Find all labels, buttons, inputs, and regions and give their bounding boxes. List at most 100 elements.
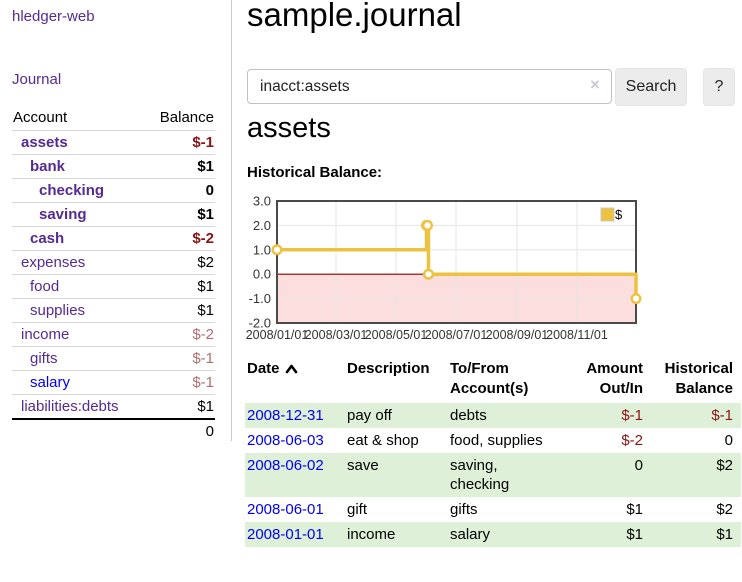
account-row: food $1 (12, 274, 215, 299)
transaction-balance: $2 (645, 453, 741, 497)
account-row: bank $1 (12, 154, 215, 179)
help-button[interactable]: ? (703, 68, 735, 106)
sidebar-account-link[interactable]: food (30, 278, 60, 295)
sidebar-account-link[interactable]: salary (30, 374, 71, 391)
chevron-up-icon (285, 364, 297, 374)
account-row: liabilities:debts $1 (12, 394, 215, 420)
account-balance: $2 (197, 254, 214, 271)
page-title: sample.journal (247, 0, 462, 33)
svg-text:2008/03/01: 2008/03/01 (305, 328, 368, 342)
svg-text:2008/07/01: 2008/07/01 (425, 328, 488, 342)
register-header-amount: Amount Out/In (586, 360, 643, 397)
transaction-description: save (345, 453, 448, 497)
search-button[interactable]: Search (615, 68, 687, 106)
svg-text:-1.0: -1.0 (249, 291, 271, 306)
transaction-amount: $-2 (621, 432, 643, 449)
register-row: 2008-01-01 income salary $1 $1 (245, 522, 741, 547)
svg-text:2008/09/01: 2008/09/01 (486, 328, 549, 342)
account-balance: $1 (197, 398, 214, 415)
transaction-date-link[interactable]: 2008-06-01 (247, 501, 324, 518)
account-balance: $-2 (192, 230, 214, 247)
svg-text:3.0: 3.0 (253, 196, 271, 209)
sidebar-account-link[interactable]: assets (21, 134, 68, 151)
transaction-balance: $2 (716, 501, 733, 518)
svg-text:0.0: 0.0 (253, 267, 271, 282)
account-balance: 0 (205, 182, 214, 199)
sidebar-account-link[interactable]: liabilities:debts (21, 398, 119, 415)
historical-balance-chart: 3.0 2.0 1.0 0.0 -1.0 -2.02008/01/012008/03/01… (246, 196, 642, 342)
accounts-total-value: 0 (205, 423, 214, 440)
register-header-date[interactable]: Date (245, 357, 345, 403)
sidebar-account-link[interactable]: bank (30, 158, 66, 175)
register-table: Date Description To/From Account(s) Amou… (245, 357, 741, 547)
account-row: supplies $1 (12, 298, 215, 323)
account-row: gifts $-1 (12, 346, 215, 371)
sidebar-item-journal[interactable]: Journal (12, 71, 62, 88)
register-header-balance: Historical Balance (664, 360, 733, 397)
svg-text:$: $ (615, 207, 623, 222)
svg-text:2.0: 2.0 (253, 218, 271, 233)
sidebar-account-link[interactable]: supplies (30, 302, 86, 319)
sidebar-account-link[interactable]: saving (39, 206, 87, 223)
svg-text:2008/11/01: 2008/11/01 (546, 328, 608, 342)
transaction-date-link[interactable]: 2008-06-02 (247, 457, 324, 474)
account-row: cash $-2 (12, 226, 215, 251)
account-balance: $1 (197, 302, 214, 319)
account-row: expenses $2 (12, 250, 215, 275)
register-row: 2008-12-31 pay off debts $-1 $-1 (245, 403, 741, 428)
transaction-date-link[interactable]: 2008-12-31 (247, 407, 324, 424)
register-row: 2008-06-03 eat & shop food, supplies $-2 0 (245, 428, 741, 453)
sidebar-account-link[interactable]: income (21, 326, 70, 343)
sidebar-divider (231, 0, 232, 441)
account-balance: $-1 (192, 134, 214, 151)
transaction-balance: $1 (645, 522, 741, 547)
transaction-accounts: food, supplies (450, 432, 543, 449)
register-header-row: Date Description To/From Account(s) Amou… (245, 357, 741, 403)
transaction-description: gift (347, 501, 368, 518)
account-balance: $-2 (192, 326, 214, 343)
account-row: assets $-1 (12, 130, 215, 155)
search-input[interactable] (247, 69, 612, 104)
transaction-amount: $-1 (565, 403, 645, 428)
svg-text:2008/01/01: 2008/01/01 (246, 328, 309, 342)
accounts-total-row: 0 (12, 419, 215, 443)
register-header-description: Description (347, 360, 430, 377)
accounts-header-account: Account (13, 109, 68, 126)
account-row: salary $-1 (12, 370, 215, 395)
svg-text:-2.0: -2.0 (249, 316, 271, 331)
transaction-balance: $-1 (645, 403, 741, 428)
transaction-balance: 0 (724, 432, 733, 449)
transaction-amount: $1 (565, 522, 645, 547)
account-row: checking 0 (12, 178, 215, 203)
transaction-description: pay off (345, 403, 448, 428)
account-balance: $1 (197, 158, 214, 175)
brand-link[interactable]: hledger-web (12, 8, 95, 25)
account-balance: $-1 (192, 350, 214, 367)
transaction-accounts: debts (448, 403, 565, 428)
transaction-accounts: saving, checking (448, 453, 565, 497)
account-row: saving $1 (12, 202, 215, 227)
transaction-amount: 0 (565, 453, 645, 497)
account-balance: $1 (197, 206, 214, 223)
register-header-accounts: To/From Account(s) (450, 360, 529, 397)
svg-text:2008/05/01: 2008/05/01 (365, 328, 428, 342)
accounts-header-row: Account Balance (12, 106, 215, 131)
transaction-accounts: gifts (450, 501, 478, 518)
register-row: 2008-06-02 save saving, checking 0 $2 (245, 453, 741, 497)
transaction-amount: $1 (626, 501, 643, 518)
account-balance: $1 (197, 278, 214, 295)
account-balance: $-1 (192, 374, 214, 391)
register-row: 2008-06-01 gift gifts $1 $2 (245, 497, 741, 522)
sidebar-account-link[interactable]: expenses (21, 254, 86, 271)
transaction-description: income (345, 522, 448, 547)
clear-search-icon[interactable]: × (590, 75, 600, 94)
sidebar-account-link[interactable]: gifts (30, 350, 58, 367)
svg-text:1.0: 1.0 (253, 242, 271, 257)
accounts-header-balance: Balance (159, 109, 214, 126)
transaction-date-link[interactable]: 2008-01-01 (247, 526, 324, 543)
sidebar-account-link[interactable]: cash (30, 230, 65, 247)
transaction-date-link[interactable]: 2008-06-03 (247, 432, 324, 449)
sidebar-account-link[interactable]: checking (39, 182, 105, 199)
transaction-description: eat & shop (347, 432, 419, 449)
